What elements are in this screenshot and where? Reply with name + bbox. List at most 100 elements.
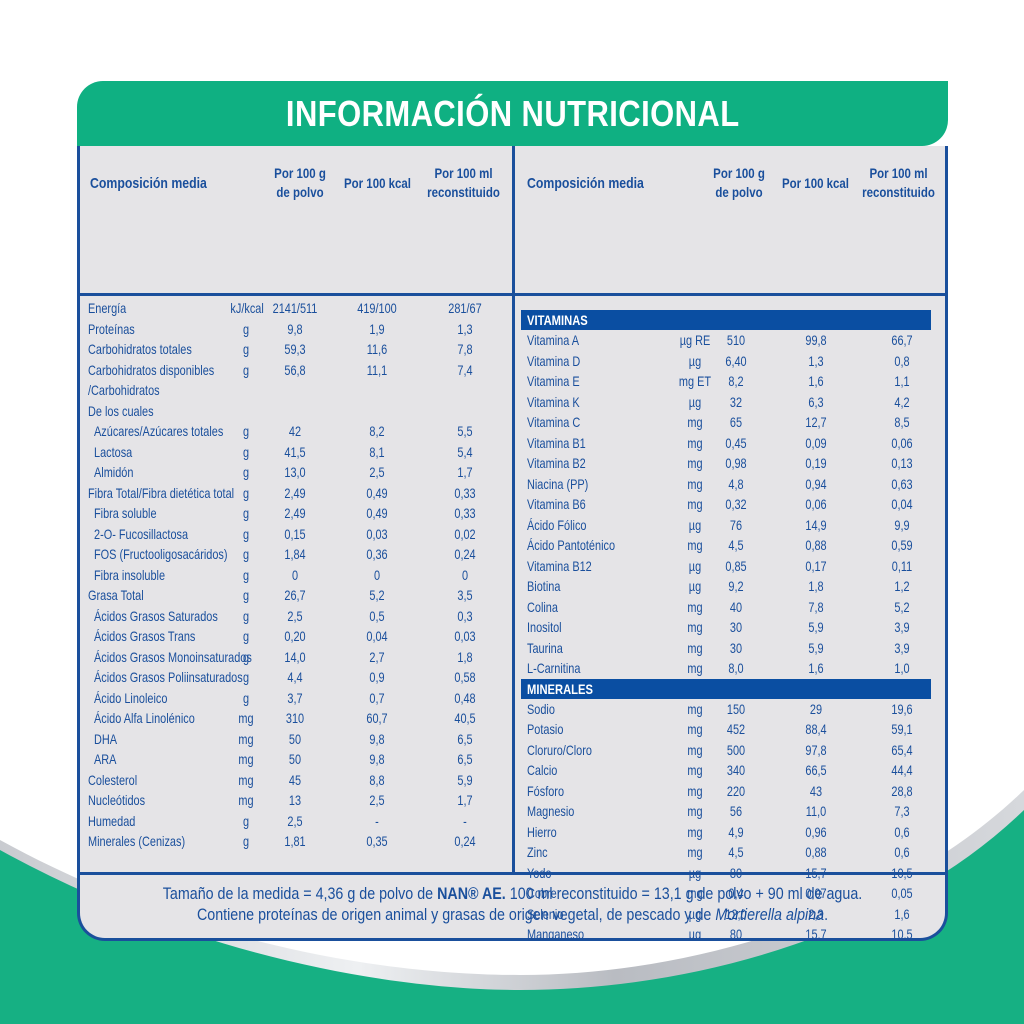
value-per-100kcal: 0,88 bbox=[805, 537, 827, 553]
unit: g bbox=[242, 566, 250, 583]
value-per-100g: 2,5 bbox=[287, 812, 303, 829]
table-row: Potasio mg 452 88,4 59,1 bbox=[515, 719, 945, 740]
value-per-100g: 30 bbox=[729, 639, 743, 656]
value-per-100kcal: 11,0 bbox=[805, 803, 827, 819]
table-row: Carbohidratos disponibles g 56,8 11,1 7,4 bbox=[80, 360, 512, 381]
table-row: Ácidos Grasos Poliinsaturados g 4,4 0,9 0,58 bbox=[80, 667, 512, 688]
page-title: INFORMACIÓN NUTRICIONAL bbox=[285, 92, 740, 134]
section-vitaminas: VITAMINAS bbox=[521, 310, 931, 330]
value-per-100g: 452 bbox=[726, 721, 746, 737]
table-row: Carbohidratos totales g 59,3 11,6 7,8 bbox=[80, 339, 512, 360]
unit: g bbox=[242, 505, 250, 521]
nutrient-name: Vitamina K bbox=[527, 393, 580, 410]
unit: mg bbox=[238, 710, 254, 726]
table-row: Almidón g 13,0 2,5 1,7 bbox=[80, 462, 512, 483]
title-bar: INFORMACIÓN NUTRICIONAL bbox=[77, 81, 948, 146]
column-divider bbox=[512, 146, 515, 873]
table-row: Minerales (Cenizas) g 1,81 0,35 0,24 bbox=[80, 831, 512, 852]
footer-note: Tamaño de la medida = 4,36 g de polvo de… bbox=[80, 875, 945, 935]
table-row: Colesterol mg 45 8,8 5,9 bbox=[80, 770, 512, 791]
value-per-100g: 42 bbox=[288, 423, 302, 439]
value-per-100ml: 7,4 bbox=[457, 361, 473, 378]
value-per-100g: 0,4 bbox=[728, 885, 744, 901]
nutrient-name: Hierro bbox=[527, 823, 557, 840]
header-per-100kcal: Por 100 kcal bbox=[781, 175, 850, 191]
value-per-100kcal: 88,4 bbox=[805, 721, 827, 737]
nutrient-name: Fibra soluble bbox=[94, 505, 157, 521]
value-per-100ml: 40,5 bbox=[454, 710, 476, 726]
nutrient-name: Vitamina E bbox=[527, 373, 580, 389]
value-per-100g: 4,4 bbox=[287, 669, 303, 685]
nutrient-name: Fósforo bbox=[527, 782, 565, 799]
unit: mg bbox=[687, 414, 703, 430]
nutrient-name: Azúcares/Azúcares totales bbox=[94, 423, 224, 439]
nutrient-name: Minerales (Cenizas) bbox=[88, 833, 186, 849]
nutrient-name: Ácido Alfa Linolénico bbox=[94, 710, 195, 726]
table-row: Vitamina C mg 65 12,7 8,5 bbox=[515, 412, 945, 433]
value-per-100ml: 0,06 bbox=[891, 434, 913, 451]
value-per-100ml: 66,7 bbox=[891, 332, 913, 348]
nutrient-name: 2-O- Fucosillactosa bbox=[94, 525, 189, 542]
value-per-100kcal: 0,36 bbox=[366, 546, 388, 562]
table-row: Colina mg 40 7,8 5,2 bbox=[515, 597, 945, 618]
nutrient-name: Vitamina A bbox=[527, 332, 580, 348]
value-per-100ml: 1,8 bbox=[457, 648, 473, 665]
nutrient-name: Colina bbox=[527, 598, 558, 615]
value-per-100kcal: 9,8 bbox=[369, 751, 385, 767]
table-row: Ácido Fólico µg 76 14,9 9,9 bbox=[515, 515, 945, 536]
value-per-100g: 12,0 bbox=[725, 905, 747, 922]
nutrient-name: Vitamina B1 bbox=[527, 434, 586, 451]
value-per-100g: 50 bbox=[288, 730, 302, 747]
value-per-100g: 0,98 bbox=[725, 455, 747, 471]
value-per-100g: 4,5 bbox=[728, 844, 744, 860]
unit: g bbox=[242, 812, 250, 829]
value-per-100ml: 0,04 bbox=[891, 496, 913, 512]
table-row: Cobre mg 0,4 0,07 0,05 bbox=[515, 883, 945, 904]
value-per-100kcal: 0,9 bbox=[369, 669, 385, 685]
unit: µg bbox=[688, 516, 702, 533]
value-per-100kcal: 6,3 bbox=[808, 393, 824, 410]
table-row: Vitamina D µg 6,40 1,3 0,8 bbox=[515, 351, 945, 372]
value-per-100ml: 19,6 bbox=[891, 700, 913, 717]
value-per-100ml: - bbox=[463, 812, 467, 829]
table-row: DHA mg 50 9,8 6,5 bbox=[80, 729, 512, 750]
value-per-100kcal: - bbox=[375, 812, 379, 829]
nutrient-name: Manganeso bbox=[527, 926, 585, 941]
table-row: Grasa Total g 26,7 5,2 3,5 bbox=[80, 585, 512, 606]
value-per-100g: 1,81 bbox=[284, 833, 306, 849]
value-per-100ml: 0,24 bbox=[454, 546, 476, 562]
value-per-100kcal: 0,07 bbox=[805, 885, 827, 901]
value-per-100ml: 7,3 bbox=[894, 803, 910, 819]
nutrient-name: Yodo bbox=[527, 864, 552, 881]
value-per-100g: 500 bbox=[726, 741, 746, 758]
value-per-100kcal: 11,1 bbox=[366, 361, 388, 378]
table-row: Magnesio mg 56 11,0 7,3 bbox=[515, 801, 945, 822]
value-per-100kcal: 5,2 bbox=[369, 587, 385, 603]
value-per-100ml: 59,1 bbox=[891, 721, 913, 737]
value-per-100ml: 1,0 bbox=[894, 660, 910, 676]
nutrient-name: Proteínas bbox=[88, 320, 135, 337]
unit: mg ET bbox=[678, 373, 712, 389]
value-per-100g: 0,32 bbox=[725, 496, 747, 512]
value-per-100ml: 0,58 bbox=[454, 669, 476, 685]
value-per-100kcal: 15,7 bbox=[805, 864, 827, 881]
nutrient-name: Vitamina C bbox=[527, 414, 581, 430]
value-per-100ml: 7,8 bbox=[457, 341, 473, 357]
value-per-100ml: 10,5 bbox=[891, 864, 913, 881]
table-row: Vitamina E mg ET 8,2 1,6 1,1 bbox=[515, 371, 945, 392]
value-per-100ml: 3,9 bbox=[894, 619, 910, 635]
value-per-100g: 50 bbox=[288, 751, 302, 767]
nutrient-name: Vitamina B12 bbox=[527, 557, 592, 574]
value-per-100g: 9,8 bbox=[287, 320, 303, 337]
value-per-100kcal: 0,96 bbox=[805, 823, 827, 840]
value-per-100g: 0,45 bbox=[725, 434, 747, 451]
value-per-100g: 8,2 bbox=[728, 373, 744, 389]
footer-line-1: Tamaño de la medida = 4,36 g de polvo de… bbox=[162, 884, 863, 903]
unit: g bbox=[242, 689, 250, 706]
value-per-100g: 80 bbox=[729, 864, 743, 881]
table-row: Fibra soluble g 2,49 0,49 0,33 bbox=[80, 503, 512, 524]
table-row: Vitamina B6 mg 0,32 0,06 0,04 bbox=[515, 494, 945, 515]
value-per-100ml: 0,6 bbox=[894, 844, 910, 860]
value-per-100g: 56 bbox=[729, 803, 743, 819]
